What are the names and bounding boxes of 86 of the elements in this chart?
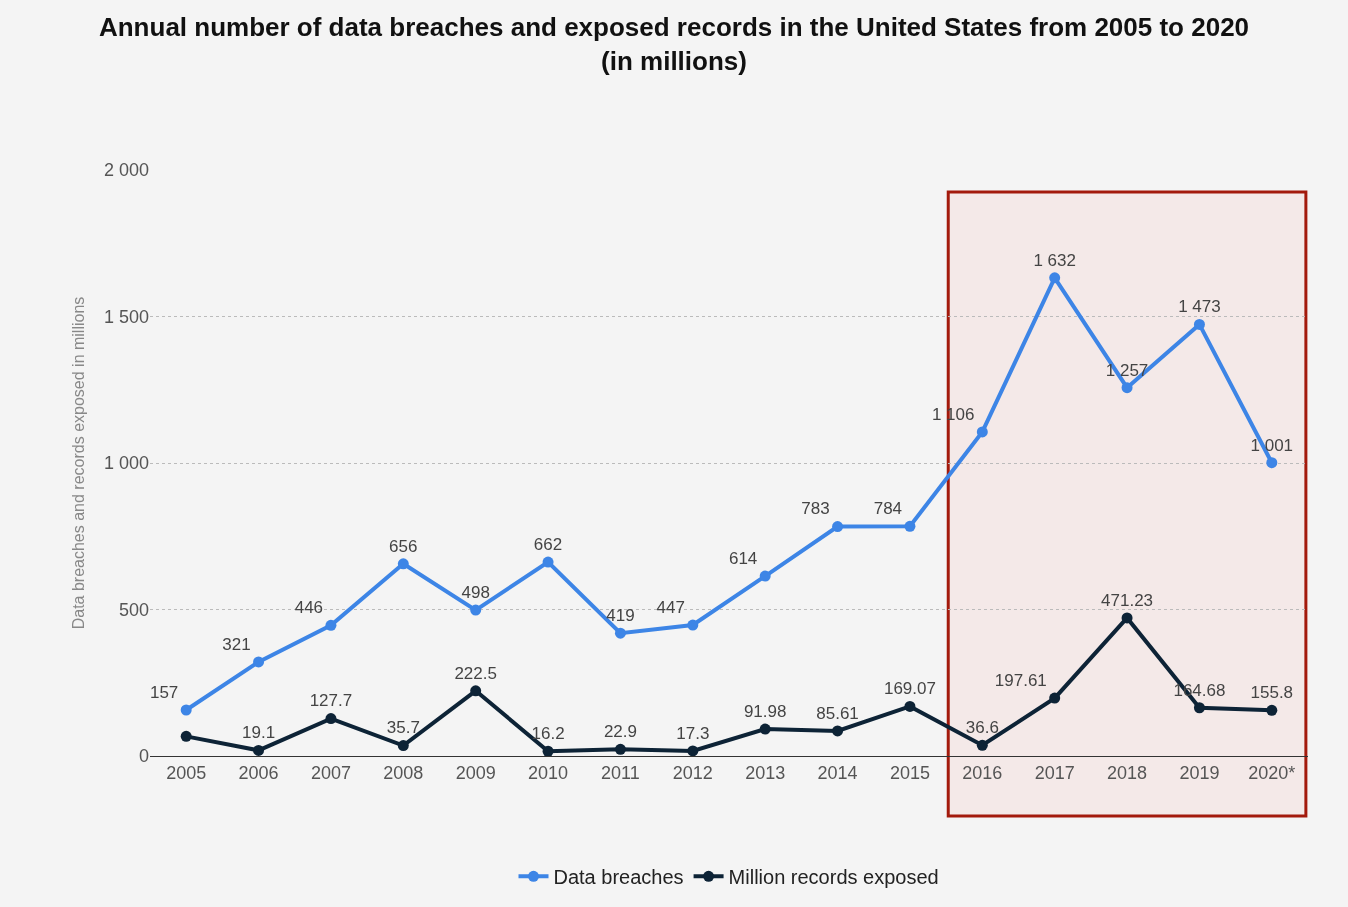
legend-label: Data breaches xyxy=(553,866,684,889)
point xyxy=(1193,318,1205,330)
data-label: 222.5 xyxy=(454,663,497,683)
point xyxy=(904,700,916,712)
chart-title: Annual number of data breaches and exposed records in the United States from 2005 to 2020 (in millions) xyxy=(98,12,1250,77)
point xyxy=(832,725,844,737)
data-label: 91.98 xyxy=(743,701,787,721)
y-tick-label: 1 500 xyxy=(103,306,149,327)
data-label: 321 xyxy=(222,634,251,654)
x-tick-label: 2005 xyxy=(166,762,207,783)
point xyxy=(1049,692,1061,704)
data-label: 155.8 xyxy=(1250,683,1294,703)
data-label: 157 xyxy=(149,682,179,702)
point xyxy=(687,619,699,631)
x-tick-label: 2016 xyxy=(962,762,1003,783)
data-label: 446 xyxy=(294,598,324,618)
y-tick-label: 2 000 xyxy=(103,160,149,181)
point xyxy=(614,627,626,639)
x-tick-label: 2006 xyxy=(238,762,279,783)
x-tick-label: 2009 xyxy=(455,762,496,783)
data-label: 16.2 xyxy=(531,724,565,744)
data-label: 614 xyxy=(728,548,758,568)
x-tick-label: 2012 xyxy=(672,762,713,783)
point xyxy=(904,520,916,532)
y-tick-label: 0 xyxy=(138,746,149,767)
point xyxy=(1193,702,1205,714)
data-label: 36.6 xyxy=(965,718,999,738)
point xyxy=(1266,457,1278,469)
point xyxy=(253,656,265,668)
point xyxy=(397,740,409,752)
point xyxy=(542,745,554,757)
data-label: 1 001 xyxy=(1250,435,1294,455)
data-label: 662 xyxy=(533,534,563,554)
y-tick-label: 1 000 xyxy=(103,453,149,474)
x-tick-label: 2015 xyxy=(889,762,930,783)
x-tick-label: 2014 xyxy=(817,762,858,783)
legend-label: Million records exposed xyxy=(728,866,939,889)
data-label: 1 632 xyxy=(1033,250,1076,270)
point xyxy=(614,743,626,755)
point xyxy=(687,745,699,757)
x-tick-label: 2008 xyxy=(383,762,424,783)
point xyxy=(976,739,988,751)
data-label: 85.61 xyxy=(816,703,859,723)
point xyxy=(397,558,409,570)
data-label: 35.7 xyxy=(386,718,420,738)
data-label: 419 xyxy=(606,606,635,626)
x-tick-label: 2018 xyxy=(1107,762,1148,783)
data-label: 127.7 xyxy=(309,691,353,711)
point xyxy=(253,744,265,756)
point xyxy=(542,556,554,568)
point xyxy=(470,685,482,697)
point xyxy=(759,723,771,735)
point xyxy=(832,521,844,533)
point xyxy=(325,619,337,631)
point xyxy=(470,604,482,616)
data-label: 197.61 xyxy=(994,670,1047,690)
point xyxy=(1121,382,1133,394)
x-tick-label: 2020* xyxy=(1248,762,1296,783)
data-label: 447 xyxy=(656,597,685,617)
x-tick-label: 2007 xyxy=(310,762,351,783)
data-label: 783 xyxy=(801,499,830,519)
x-tick-label: 2017 xyxy=(1034,762,1075,783)
data-label: 17.3 xyxy=(676,723,710,743)
point xyxy=(1266,704,1278,716)
y-axis-title: Data breaches and records exposed in millions xyxy=(69,296,87,630)
data-label: 784 xyxy=(873,499,903,519)
point xyxy=(180,704,192,716)
point xyxy=(1049,272,1061,284)
x-tick-label: 2013 xyxy=(745,762,786,783)
y-tick-label: 500 xyxy=(118,599,149,620)
point xyxy=(325,713,337,725)
x-tick-label: 2011 xyxy=(601,762,640,783)
data-label: 471.23 xyxy=(1101,590,1154,610)
data-label: 169.07 xyxy=(883,679,936,699)
data-label: 22.9 xyxy=(603,722,637,742)
x-tick-label: 2019 xyxy=(1179,762,1220,783)
point xyxy=(180,730,192,742)
point xyxy=(759,570,771,582)
data-label: 19.1 xyxy=(242,723,276,743)
data-label: 1 257 xyxy=(1105,360,1149,380)
data-label: 656 xyxy=(389,536,418,556)
data-label: 1 473 xyxy=(1178,297,1221,317)
point xyxy=(976,426,988,438)
point xyxy=(1121,612,1133,624)
x-tick-label: 2010 xyxy=(528,762,569,783)
data-label: 498 xyxy=(461,582,490,602)
